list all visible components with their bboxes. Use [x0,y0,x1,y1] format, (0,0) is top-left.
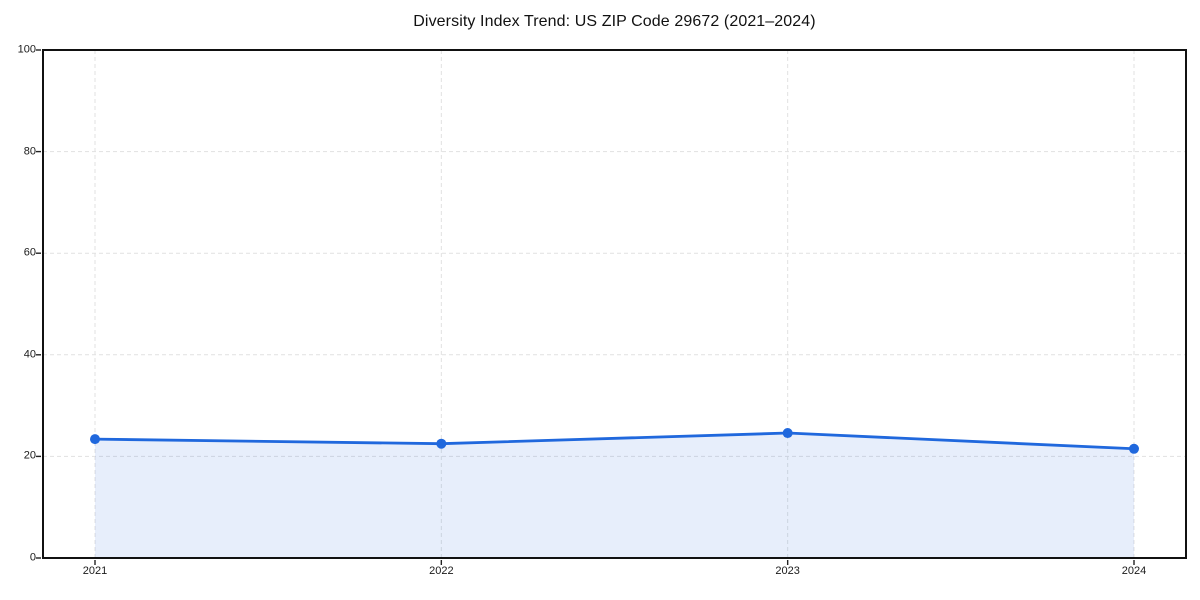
plot-border [42,49,1187,559]
area-fill [95,433,1134,558]
y-tick-label: 60 [23,246,36,259]
x-tick-label: 2021 [82,565,108,577]
line-chart-plot-area [36,49,1187,565]
x-tick-label: 2023 [775,565,800,577]
data-point-marker [90,434,100,445]
y-tick-label: 20 [23,449,36,462]
y-tick-label: 40 [23,348,36,361]
chart-title: Diversity Index Trend: US ZIP Code 29672… [413,13,816,30]
x-tick-label: 2024 [1121,565,1147,577]
y-tick-label: 80 [23,145,36,158]
data-point-marker [436,438,447,449]
y-tick-label: 100 [17,43,36,56]
data-point-marker [782,428,793,439]
trend-line [93,431,1136,451]
data-point-marker [1129,443,1139,454]
y-tick-label: 0 [29,551,36,564]
x-tick-label: 2022 [429,565,454,577]
